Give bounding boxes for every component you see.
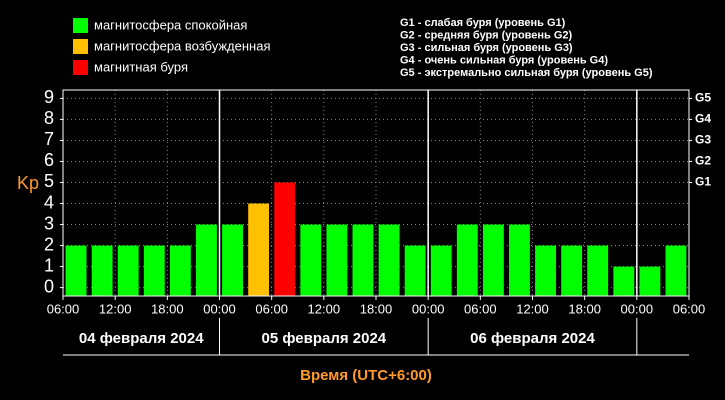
bar — [404, 245, 426, 296]
bar — [91, 245, 113, 296]
x-tick-label: 18:00 — [360, 301, 393, 316]
x-axis-label: Время (UTC+6:00) — [300, 367, 432, 384]
day-label: 04 февраля 2024 — [79, 330, 204, 347]
bar — [196, 224, 217, 296]
bar — [639, 266, 661, 296]
bar — [143, 245, 165, 296]
day-label: 06 февраля 2024 — [470, 330, 595, 347]
y-tick-label: 8 — [44, 108, 54, 128]
bar — [665, 245, 687, 296]
x-tick-label: 00:00 — [203, 301, 236, 316]
x-tick-label: 06:00 — [255, 301, 288, 316]
y-tick-label: 6 — [44, 150, 54, 170]
bar — [509, 224, 530, 296]
storm-level-note: G4 - очень сильная буря (уровень G4) — [400, 54, 608, 66]
x-tick-label: 00:00 — [621, 301, 654, 316]
y2-tick-label: G1 — [695, 175, 711, 189]
y-tick-label: 2 — [44, 234, 54, 254]
bar — [535, 245, 556, 296]
x-tick-label: 06:00 — [47, 301, 80, 316]
bar — [274, 182, 296, 296]
bar — [65, 245, 87, 296]
y-tick-label: 7 — [44, 129, 54, 149]
x-tick-label: 06:00 — [464, 301, 497, 316]
x-tick-label: 00:00 — [412, 301, 445, 316]
bar — [326, 224, 348, 296]
legend-label: магнитосфера спокойная — [94, 17, 247, 32]
y-tick-label: 1 — [44, 255, 54, 275]
x-tick-label: 18:00 — [568, 301, 601, 316]
bar — [352, 224, 374, 296]
y-axis-label: Kp — [17, 173, 39, 193]
legend-label: магнитосфера возбужденная — [94, 38, 271, 53]
bar — [482, 224, 504, 296]
bar — [300, 224, 322, 296]
y-tick-label: 3 — [44, 213, 54, 233]
bar — [561, 245, 583, 296]
legend-swatch — [73, 39, 88, 54]
day-label: 05 февраля 2024 — [261, 330, 386, 347]
x-tick-label: 12:00 — [516, 301, 549, 316]
y-tick-label: 0 — [44, 276, 54, 296]
storm-level-note: G1 - слабая буря (уровень G1) — [400, 17, 566, 29]
storm-level-note: G2 - средняя буря (уровень G2) — [400, 29, 573, 41]
storm-level-note: G3 - сильная буря (уровень G3) — [400, 42, 573, 54]
x-tick-label: 12:00 — [99, 301, 132, 316]
y-tick-label: 9 — [44, 87, 54, 107]
legend-swatch — [73, 18, 88, 33]
y2-tick-label: G3 — [695, 133, 711, 147]
legend-swatch — [73, 60, 88, 75]
x-tick-label: 12:00 — [308, 301, 341, 316]
y2-tick-label: G5 — [695, 91, 711, 105]
bar — [430, 245, 452, 296]
storm-level-note: G5 - экстремально сильная буря (уровень … — [400, 67, 653, 79]
y-tick-label: 4 — [44, 192, 54, 212]
y2-tick-label: G2 — [695, 154, 711, 168]
y2-tick-label: G4 — [695, 112, 711, 126]
legend-label: магнитная буря — [94, 59, 188, 74]
x-tick-label: 18:00 — [151, 301, 184, 316]
x-tick-label: 06:00 — [673, 301, 706, 316]
bar — [587, 245, 609, 296]
bar — [222, 224, 243, 296]
bar — [613, 266, 635, 296]
bar — [456, 224, 478, 296]
y-tick-label: 5 — [44, 171, 54, 191]
bar — [248, 203, 270, 296]
bar — [117, 245, 139, 296]
bar — [169, 245, 191, 296]
bar — [378, 224, 400, 296]
